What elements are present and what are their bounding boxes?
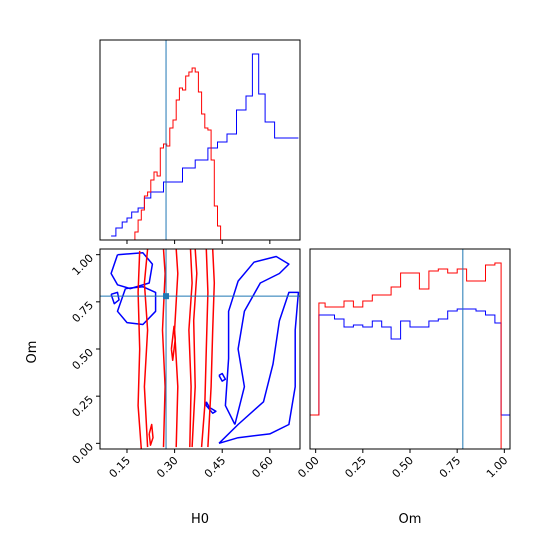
truth-marker — [163, 293, 170, 300]
h0-om-contour-panel: 0.15 0.30 0.45 0.60 0.00 0.25 0.50 0.75 1.00 — [70, 248, 301, 481]
om-y-tick-label: 1.00 — [70, 252, 97, 279]
red-contour — [200, 249, 209, 448]
h0-x-tick-label: 0.45 — [202, 454, 229, 481]
blue-contour — [116, 285, 157, 326]
blue-contour — [110, 252, 154, 290]
blue-contour — [218, 291, 300, 445]
red-contour — [207, 249, 216, 448]
om-x-tick-label: 0.25 — [342, 454, 369, 481]
blue-contour — [110, 291, 120, 305]
x-axis-label-h0: H0 — [191, 512, 209, 527]
red-contour — [191, 249, 198, 448]
om-y-tick-label: 0.00 — [70, 440, 97, 467]
h0-x-tick-label: 0.15 — [107, 454, 134, 481]
om-y-tick-label: 0.25 — [70, 393, 97, 420]
red-contour — [161, 249, 166, 448]
om-x-tick-label: 0.00 — [295, 454, 322, 481]
om-x-tick-label: 0.50 — [390, 454, 417, 481]
h0-histogram-frame — [99, 39, 301, 241]
blue-contour — [224, 255, 290, 425]
x-axis-label-om: Om — [399, 512, 422, 527]
red-contour — [143, 249, 149, 448]
red-contour — [137, 250, 143, 449]
blue-contour — [205, 401, 217, 414]
om-y-tick-label: 0.75 — [70, 299, 97, 326]
om-y-tick-label: 0.50 — [70, 346, 97, 373]
h0-histogram-panel — [99, 39, 301, 244]
om-histogram-panel: 0.00 0.25 0.50 0.75 1.00 — [295, 248, 511, 481]
h0-histogram-blue-series — [111, 53, 299, 237]
red-contour — [148, 423, 154, 446]
blue-contour — [218, 372, 227, 382]
om-x-tick-label: 1.00 — [484, 454, 511, 481]
red-contour — [170, 325, 176, 362]
contour-lines — [110, 249, 300, 449]
red-contour — [173, 249, 179, 448]
y-axis-label-om: Om — [25, 341, 40, 364]
om-histogram-frame — [309, 248, 511, 450]
h0-x-tick-label: 0.30 — [154, 454, 181, 481]
red-contour — [188, 249, 193, 448]
h0-histogram-red-series — [111, 67, 299, 241]
om-histogram-blue-series — [310, 308, 510, 416]
om-histogram-red-series — [310, 262, 510, 450]
om-x-tick-label: 0.75 — [437, 454, 464, 481]
h0-x-tick-label: 0.60 — [249, 454, 276, 481]
